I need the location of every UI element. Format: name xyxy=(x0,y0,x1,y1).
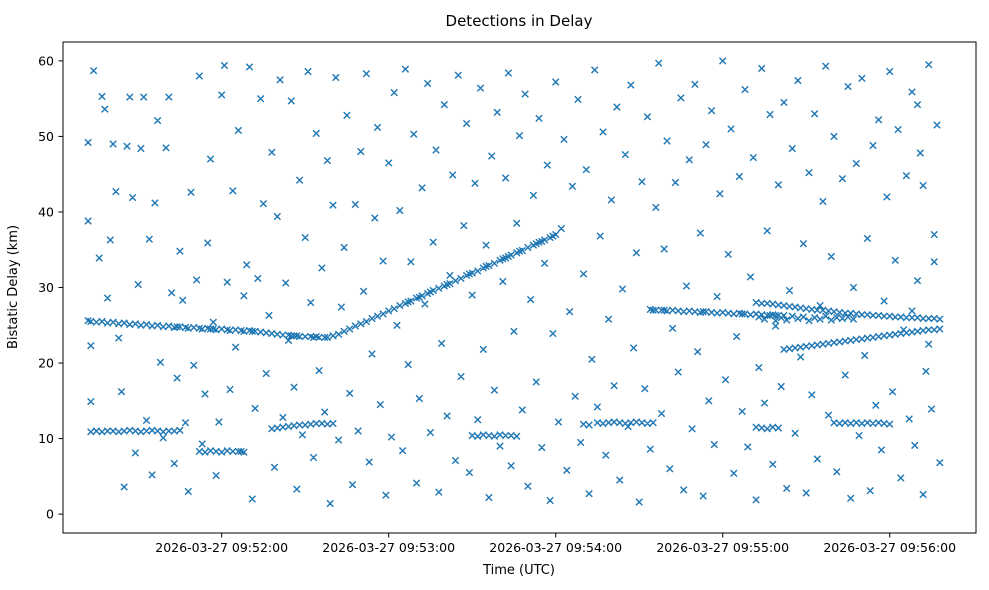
y-tick-label: 0 xyxy=(46,507,54,522)
x-axis-label: Time (UTC) xyxy=(482,563,555,578)
x-tick-label: 2026-03-27 09:52:00 xyxy=(155,540,288,555)
y-tick-label: 10 xyxy=(38,431,54,446)
chart-title: Detections in Delay xyxy=(446,12,593,30)
scatter-points xyxy=(84,57,944,508)
y-tick-label: 40 xyxy=(38,204,54,219)
y-axis-ticks: 0 10 20 30 40 50 60 xyxy=(38,53,63,522)
x-tick-label: 2026-03-27 09:53:00 xyxy=(322,540,455,555)
y-tick-label: 30 xyxy=(38,280,54,295)
x-tick-label: 2026-03-27 09:56:00 xyxy=(823,540,956,555)
data-point-markers xyxy=(84,57,944,508)
y-axis-label: Bistatic Delay (km) xyxy=(6,225,21,349)
x-axis-ticks: 2026-03-27 09:52:00 2026-03-27 09:53:00 20… xyxy=(155,533,956,555)
y-tick-label: 20 xyxy=(38,356,54,371)
x-tick-label: 2026-03-27 09:55:00 xyxy=(656,540,789,555)
y-tick-label: 50 xyxy=(38,129,54,144)
x-tick-label: 2026-03-27 09:54:00 xyxy=(489,540,622,555)
y-tick-label: 60 xyxy=(38,53,54,68)
